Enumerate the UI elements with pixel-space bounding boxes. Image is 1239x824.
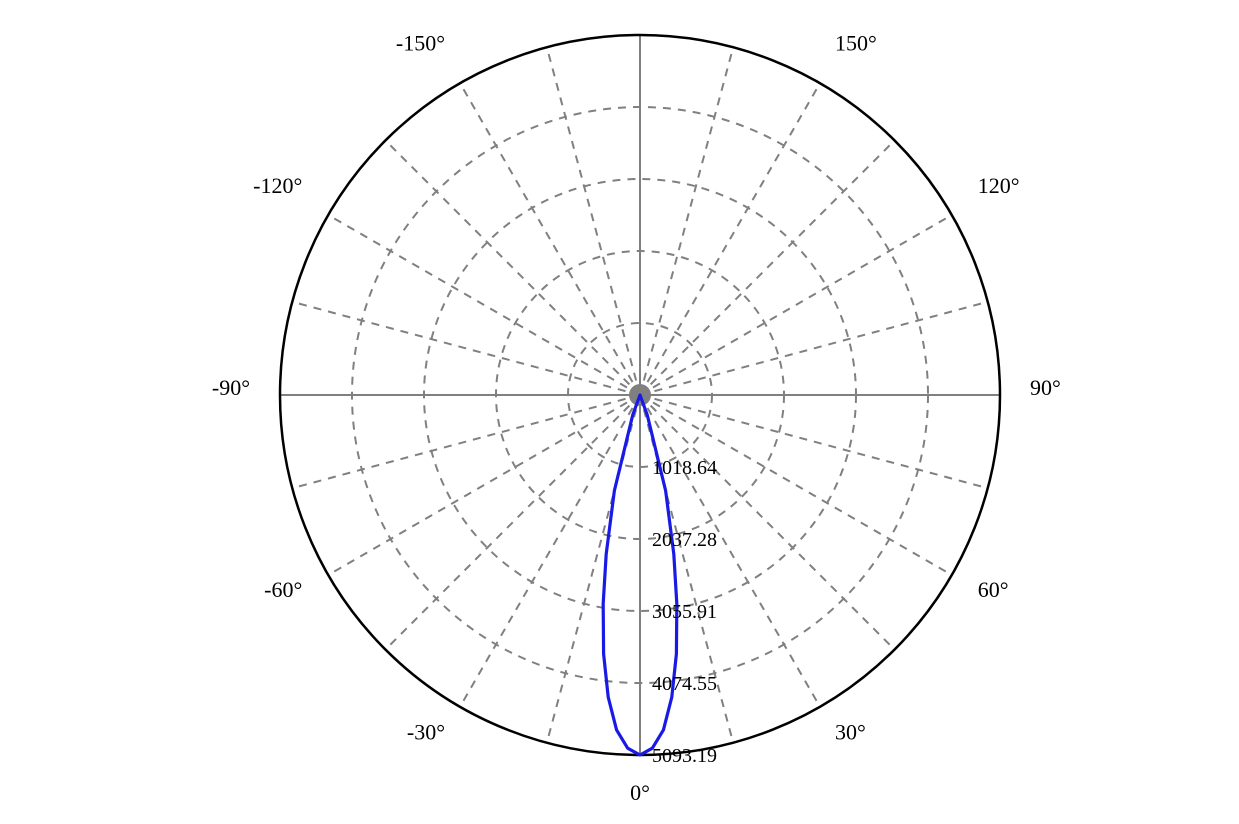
- radial-label: 1018.64: [652, 457, 717, 479]
- grid-spoke: [328, 395, 640, 575]
- grid-spoke: [640, 302, 988, 395]
- grid-spoke: [460, 83, 640, 395]
- grid-spoke: [640, 215, 952, 395]
- radial-labels: 1018.64 2037.28 3055.91 4074.55 5093.19: [652, 457, 717, 767]
- grid-spoke: [640, 140, 895, 395]
- angle-label: 90°: [1030, 375, 1061, 400]
- angle-label: 120°: [978, 173, 1020, 198]
- angle-label: 30°: [835, 720, 866, 745]
- radial-label: 5093.19: [652, 745, 717, 767]
- angle-label: -120°: [253, 173, 302, 198]
- radial-label: 4074.55: [652, 673, 717, 695]
- polar-chart: ±180°150°120°90°60°30°0°-30°-60°-90°-120…: [0, 0, 1239, 824]
- angle-label: 60°: [978, 577, 1009, 602]
- radial-label: 3055.91: [652, 601, 717, 623]
- grid-spoke: [292, 395, 640, 488]
- grid-spoke: [547, 47, 640, 395]
- radial-label: 2037.28: [652, 529, 717, 551]
- angle-label: -90°: [212, 375, 250, 400]
- grid-spoke: [640, 47, 733, 395]
- grid-spoke: [328, 215, 640, 395]
- polar-svg: ±180°150°120°90°60°30°0°-30°-60°-90°-120…: [0, 0, 1239, 824]
- angle-label: 0°: [630, 780, 650, 805]
- grid-spoke: [292, 302, 640, 395]
- angle-label: -30°: [407, 720, 445, 745]
- grid-spoke: [640, 83, 820, 395]
- angle-label: -60°: [264, 577, 302, 602]
- angle-label: -150°: [396, 30, 445, 55]
- grid-spoke: [460, 395, 640, 707]
- angle-label: 150°: [835, 30, 877, 55]
- grid-spoke: [385, 140, 640, 395]
